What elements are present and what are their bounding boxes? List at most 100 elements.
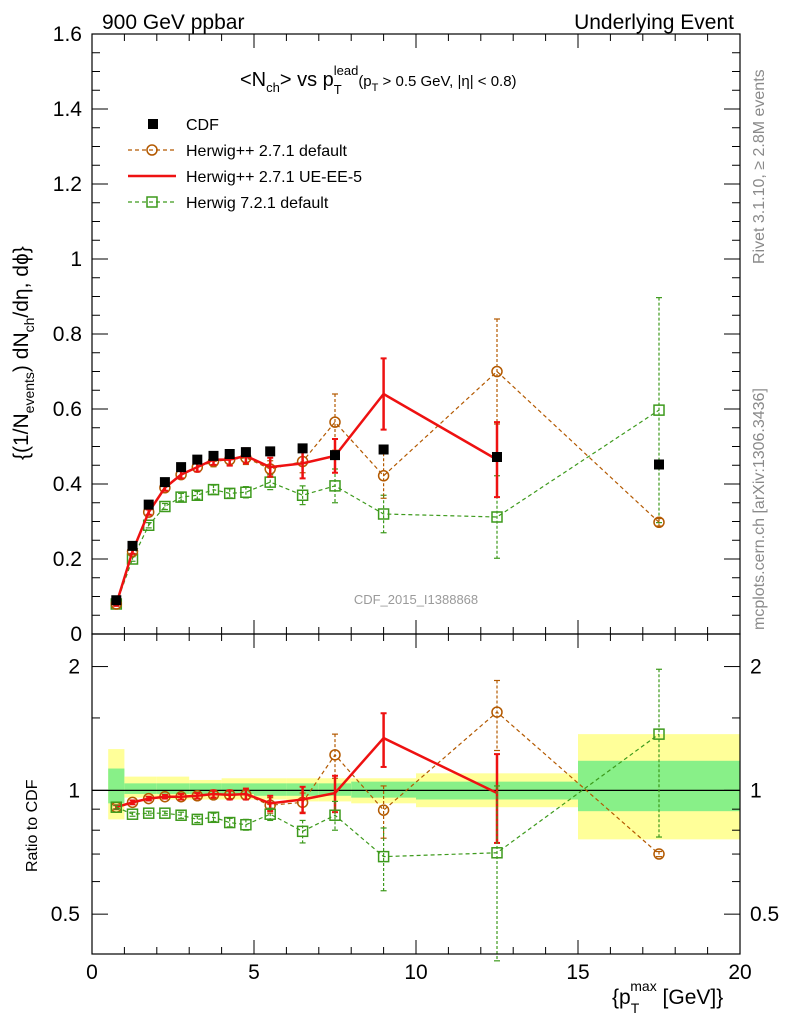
panel-frames: 0 5 10 15 20 0 0.2 0.4 0.6 0.8 1 1.2 1.4 1.6 0.5 0.5 1 1 2… [51,23,779,984]
main-y-tick-label: 0.6 [53,398,82,421]
header-left: 900 GeV ppbar [102,11,244,34]
main-series-cdf [111,443,664,606]
main-point [240,447,251,458]
legend-swatch [148,119,158,129]
main-series-herwig-2-7-1-ue-ee-5 [113,357,500,607]
main-point [175,491,187,503]
main-point [176,462,187,473]
svg-text:{pTmax [GeV]}: {pTmax [GeV]} [612,978,723,1016]
legend-item: Herwig++ 2.7.1 UE-EE-5 [128,169,362,186]
ratio-point [207,811,220,824]
main-point [192,454,203,465]
ratio-point [653,848,665,860]
ratio-point [110,801,123,813]
ratio-line [116,733,660,858]
legend-marker [146,144,158,156]
ratio-y-tick-label-right: 1 [750,779,762,802]
band-green-5 [254,783,287,796]
main-y-tick-label: 0 [70,623,82,646]
x-tick-label: 15 [566,961,589,984]
band-green-1 [124,783,157,794]
band-green-2 [156,783,190,794]
main-line [115,370,660,605]
main-point [296,489,309,501]
legend-item: Herwig++ 2.7.1 default [128,143,348,160]
ratio-point [159,807,171,819]
band-green-3 [189,783,222,794]
ratio-point [126,808,139,820]
ratio-y-tick-label-right: 2 [750,656,762,679]
main-line [115,409,660,605]
band-green-8 [351,781,416,798]
main-point [491,511,503,523]
main-y-tick-label: 1.6 [53,23,82,46]
main-point [329,416,341,428]
main-panel: CDF_2015_I1388868 [110,297,665,610]
main-point [223,487,236,500]
main-point [378,444,389,455]
main-point [111,595,122,606]
rivet-label: Rivet 3.1.10, ≥ 2.8M events [751,69,768,264]
svg-text:<Nch> vs pTlead(pT > 0.5 GeV,: <Nch> vs pTlead(pT > 0.5 GeV, |η| < 0.8) [240,63,517,97]
main-point [159,500,171,513]
main-point [377,508,390,520]
legend-label: Herwig 7.2.1 default [186,195,329,212]
main-y-tick-label: 0.4 [53,473,83,496]
ratio-series-herwig-7-2-1-default [110,668,665,962]
main-y-tick-label: 1.2 [53,173,82,196]
main-point [377,470,390,482]
ratio-point [264,808,276,820]
main-point [653,404,665,416]
ratio-line [115,736,498,809]
ratio-point [329,749,341,761]
main-y-tick-label: 1 [70,248,82,271]
ratio-point [329,809,341,821]
main-ylabel: {(1/Nevents) dNch/dη, dϕ} [10,246,37,460]
x-tick-label: 10 [404,961,427,984]
legend-marker [146,196,158,208]
ratio-y-tick-label: 1 [68,779,80,802]
main-title: <Nch> vs pTlead(pT > 0.5 GeV, |η| < 0.8) [240,63,517,97]
legend-item: CDF [148,117,219,134]
ratio-point [191,813,204,826]
main-point [207,483,220,496]
watermark-label: CDF_2015_I1388868 [354,592,478,607]
legend-label: Herwig++ 2.7.1 UE-EE-5 [186,169,362,186]
ratio-panel [110,668,665,962]
main-point [265,446,276,457]
main-point [127,540,138,551]
main-point [329,480,341,492]
ratio-point [377,804,390,816]
header-right: Underlying Event [574,11,734,34]
main-point [143,499,154,510]
ratio-uncertainty-bands [92,734,740,840]
x-tick-label: 20 [728,961,751,984]
main-y-tick-label: 0.2 [53,548,82,571]
legend-label: CDF [186,117,219,134]
main-line [115,392,498,605]
ratio-y-tick-label: 0.5 [51,903,80,926]
ratio-point [240,818,252,831]
ratio-point [491,847,503,859]
legend: CDF Herwig++ 2.7.1 default Herwig++ 2.7.1 … [128,117,362,212]
x-tick-label: 5 [248,961,260,984]
main-point [492,452,502,462]
x-axis-label: {pTmax [GeV]} [612,978,723,1016]
main-point [224,449,235,459]
ratio-point [377,850,390,863]
ratio-y-tick-label: 2 [68,656,80,679]
main-point [240,486,252,498]
main-point [191,489,204,501]
legend-label: Herwig++ 2.7.1 default [186,143,348,160]
main-point [653,516,665,528]
legend-item: Herwig 7.2.1 default [128,195,329,212]
main-y-tick-label: 0.8 [53,323,82,346]
main-point [654,459,664,470]
main-point [159,477,170,488]
ratio-point [142,807,155,819]
ratio-ylabel: Ratio to CDF [24,779,41,872]
main-point [297,443,308,454]
svg-text:{(1/Nevents) dNch/dη, dϕ}: {(1/Nevents) dNch/dη, dϕ} [10,246,37,460]
ratio-point [223,816,236,829]
band-green-0 [108,768,125,804]
